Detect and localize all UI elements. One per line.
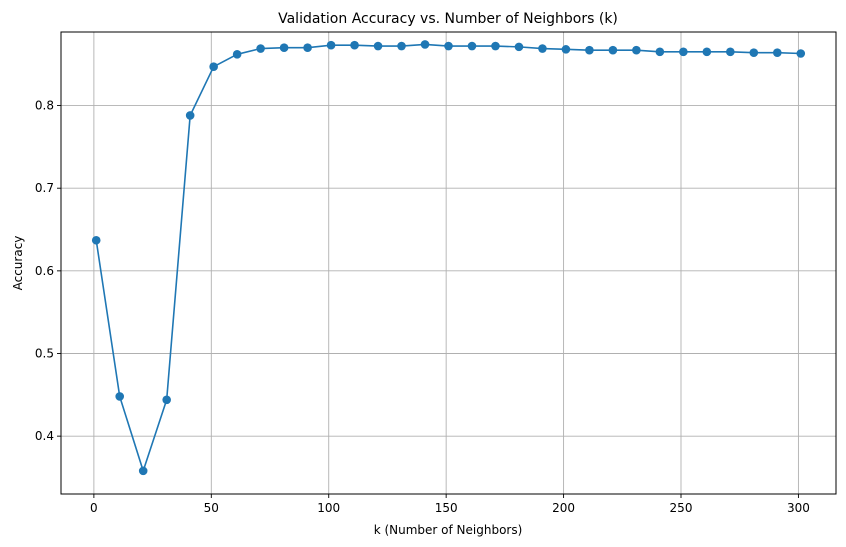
data-point (726, 47, 735, 57)
plot-frame (60, 31, 837, 495)
y-tick-label: 0.5 (35, 346, 54, 360)
x-tick-label: 300 (787, 501, 810, 515)
x-axis-label: k (Number of Neighbors) (374, 523, 523, 537)
ticks: 0 50 100 150 200 250 300 0.4 0.5 0.6 0.7 0.8 (35, 99, 810, 515)
y-axis-label: Accuracy (11, 236, 25, 291)
y-tick-label: 0.8 (35, 99, 54, 113)
data-point (162, 395, 171, 405)
data-point (420, 40, 430, 49)
data-point (444, 41, 453, 51)
data-point (749, 48, 759, 57)
x-tick-label: 0 (90, 501, 98, 515)
data-point (138, 466, 148, 476)
x-tick-label: 100 (317, 501, 340, 515)
series-line (95, 43, 801, 472)
data-point (91, 235, 101, 245)
data-point (702, 47, 712, 57)
data-point (326, 40, 336, 50)
data-point (373, 41, 383, 51)
data-point (256, 44, 265, 53)
data-point (467, 41, 477, 51)
grid (61, 32, 836, 494)
series-layer (91, 40, 806, 476)
x-tick-label: 200 (552, 501, 575, 515)
y-tick-label: 0.7 (35, 181, 54, 195)
x-tick-label: 150 (435, 501, 458, 515)
x-tick-label: 250 (670, 501, 693, 515)
data-point (796, 49, 806, 58)
data-point (514, 42, 524, 52)
data-point (397, 41, 406, 51)
data-point (115, 392, 125, 401)
data-point (632, 45, 641, 55)
data-point (232, 50, 242, 59)
data-point (585, 45, 594, 55)
y-tick-label: 0.6 (35, 264, 54, 278)
data-point (279, 43, 289, 53)
data-point (538, 44, 547, 53)
data-point (209, 62, 218, 72)
data-point (491, 41, 500, 51)
x-tick-label: 50 (204, 501, 219, 515)
data-point (350, 40, 359, 50)
data-point (561, 45, 571, 54)
data-point (772, 48, 782, 57)
data-point (679, 47, 688, 57)
chart-title: Validation Accuracy vs. Number of Neighb… (278, 11, 618, 27)
data-point (303, 43, 312, 53)
data-point (655, 47, 665, 57)
y-tick-label: 0.4 (35, 429, 54, 443)
data-point (608, 45, 618, 55)
data-point (185, 111, 195, 120)
